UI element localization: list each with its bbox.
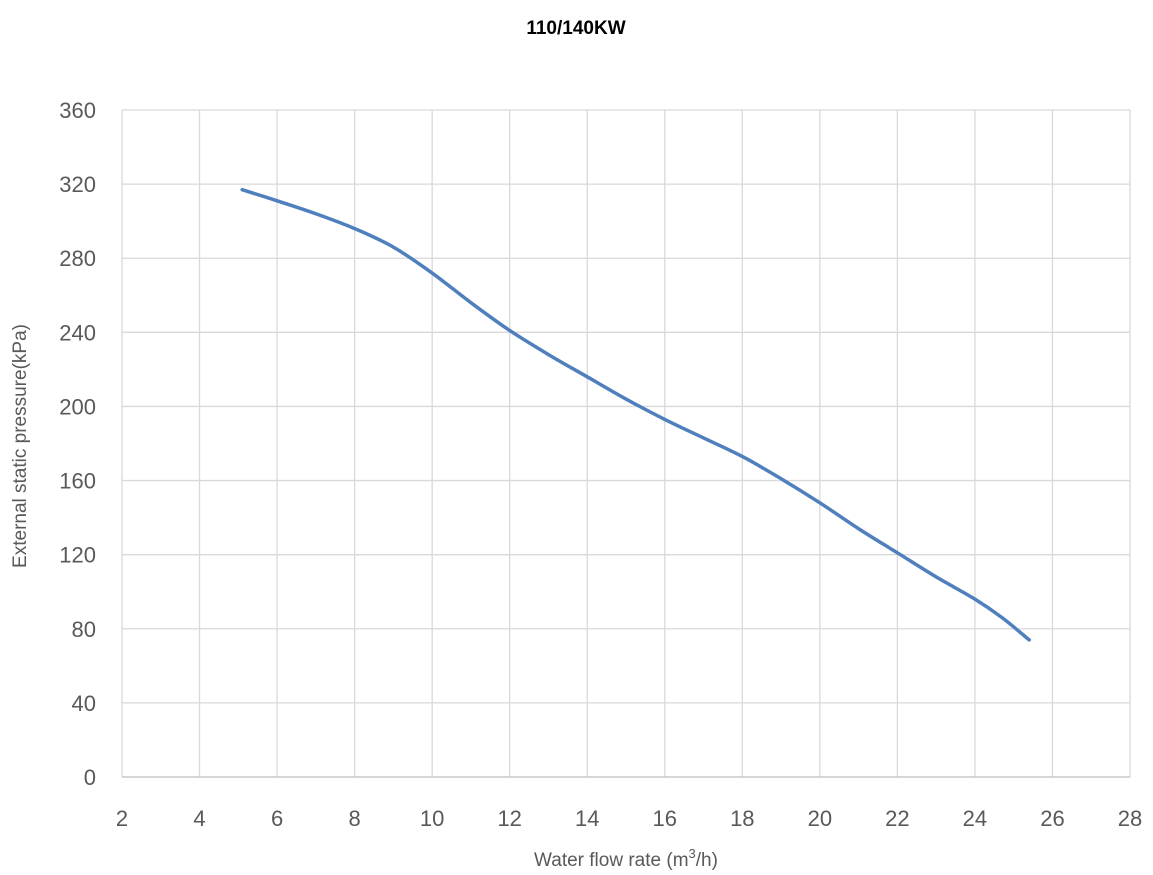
y-tick-label: 0 [84, 765, 96, 790]
x-tick-label: 4 [193, 806, 205, 831]
x-axis-title-suffix: /h) [696, 850, 718, 871]
x-tick-labels: 2 4 6 8 10 12 14 16 18 20 22 24 26 28 [116, 806, 1142, 831]
x-tick-label: 8 [348, 806, 360, 831]
y-tick-label: 240 [59, 320, 96, 345]
y-tick-label: 280 [59, 246, 96, 271]
y-tick-label: 200 [59, 394, 96, 419]
x-axis-title-prefix: Water flow rate (m [534, 850, 689, 871]
x-tick-label: 6 [271, 806, 283, 831]
y-tick-label: 360 [59, 98, 96, 123]
x-tick-label: 2 [116, 806, 128, 831]
y-tick-label: 120 [59, 543, 96, 568]
x-tick-label: 10 [420, 806, 444, 831]
horizontal-gridlines [122, 109, 1130, 704]
x-axis-title-superscript: 3 [689, 846, 696, 861]
series-line [240, 187, 1031, 642]
y-tick-label: 320 [59, 172, 96, 197]
y-tick-label: 40 [72, 691, 96, 716]
x-tick-label: 12 [497, 806, 521, 831]
y-axis-title: External static pressure(kPa) [10, 324, 31, 568]
x-axis-title: Water flow rate (m3/h) [534, 846, 718, 871]
x-tick-label: 22 [885, 806, 909, 831]
y-tick-labels: 0 40 80 120 160 200 240 280 320 360 [59, 98, 96, 790]
vertical-gridlines [121, 110, 1131, 777]
x-tick-label: 28 [1118, 806, 1142, 831]
series-group [240, 187, 1031, 642]
y-tick-label: 80 [72, 617, 96, 642]
x-tick-label: 20 [808, 806, 832, 831]
x-tick-label: 14 [575, 806, 599, 831]
x-tick-label: 16 [653, 806, 677, 831]
x-tick-label: 24 [963, 806, 987, 831]
y-tick-label: 160 [59, 469, 96, 494]
x-tick-label: 26 [1040, 806, 1064, 831]
x-tick-label: 18 [730, 806, 754, 831]
chart-title: 110/140KW [526, 18, 625, 39]
